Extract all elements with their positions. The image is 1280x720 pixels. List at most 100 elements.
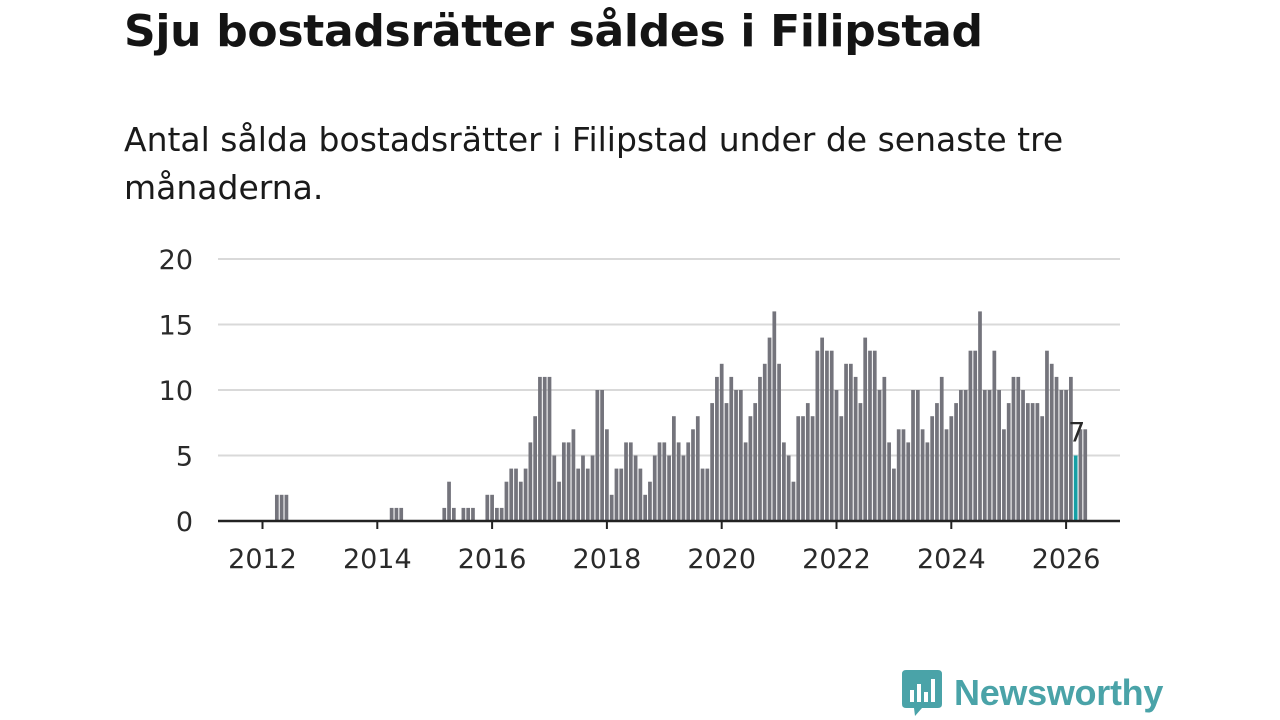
x-tick-label: 2026	[1032, 544, 1101, 575]
bar	[896, 429, 901, 521]
bar	[997, 390, 1001, 521]
chart-title: Sju bostadsrätter såldes i Filipstad	[124, 6, 983, 57]
x-tick-label: 2016	[458, 544, 527, 575]
bar	[691, 429, 695, 521]
bar	[1002, 429, 1006, 521]
bar	[605, 429, 609, 521]
bar	[495, 507, 499, 521]
bar	[509, 468, 514, 521]
bar	[901, 429, 906, 521]
bar	[767, 337, 772, 521]
bar	[1006, 403, 1011, 521]
bar	[1016, 376, 1021, 521]
bar	[710, 403, 714, 521]
y-tick-label: 20	[159, 245, 193, 276]
bar	[662, 442, 667, 521]
bar	[523, 468, 528, 521]
bar	[485, 494, 490, 521]
x-tick-label: 2024	[917, 544, 986, 575]
bar	[939, 376, 944, 521]
bar	[609, 494, 614, 521]
bar	[504, 481, 509, 521]
bar	[1069, 376, 1073, 521]
bar	[992, 350, 997, 521]
bar	[600, 390, 604, 521]
bar	[872, 350, 877, 521]
bar	[561, 442, 566, 521]
y-tick-label: 15	[159, 311, 193, 342]
bar	[624, 442, 628, 521]
bar	[925, 442, 930, 521]
bar	[686, 442, 691, 521]
bar	[911, 390, 915, 521]
bar	[652, 455, 657, 521]
bar	[1045, 350, 1049, 521]
x-tick-label: 2012	[228, 544, 297, 575]
bar	[944, 429, 949, 521]
bar	[614, 468, 619, 521]
bar	[1054, 376, 1059, 521]
bar	[514, 468, 518, 521]
x-tick-label: 2020	[687, 544, 756, 575]
bar	[451, 507, 456, 521]
bar	[825, 350, 829, 521]
bar	[892, 468, 896, 521]
bar	[490, 494, 494, 521]
bar	[447, 481, 451, 521]
bar	[786, 455, 791, 521]
bar	[279, 494, 284, 521]
bar	[915, 390, 920, 521]
bar	[1040, 416, 1045, 521]
bar	[1083, 429, 1088, 521]
y-tick-label: 0	[176, 507, 193, 538]
y-tick-label: 5	[176, 442, 193, 473]
bar	[705, 468, 710, 521]
y-tick-label: 10	[159, 376, 193, 407]
bar	[963, 390, 968, 521]
bar	[471, 507, 475, 521]
bar	[839, 416, 844, 521]
bar	[949, 416, 954, 521]
y-axis-ticks: 0 5 10 15 20	[159, 245, 193, 538]
bar	[791, 481, 796, 521]
highlighted-bar	[1073, 455, 1078, 521]
bar	[1025, 403, 1030, 521]
bar	[676, 442, 681, 521]
newsworthy-logo: Newsworthy	[902, 670, 1163, 716]
bar	[853, 376, 858, 521]
bar	[935, 403, 939, 521]
bar	[533, 416, 538, 521]
bar	[753, 403, 758, 521]
bar	[389, 507, 394, 521]
bar	[284, 494, 289, 521]
highlight-value-label: 7	[1068, 418, 1085, 449]
bar	[695, 416, 700, 521]
bar	[758, 376, 762, 521]
bar	[805, 403, 810, 521]
bar	[538, 376, 542, 521]
bar	[566, 442, 571, 521]
bar	[528, 442, 533, 521]
bar	[547, 376, 552, 521]
newsworthy-logo-text: Newsworthy	[954, 672, 1164, 713]
bar	[657, 442, 662, 521]
bar	[877, 390, 882, 521]
bar	[801, 416, 805, 521]
bar	[466, 507, 471, 521]
x-tick-label: 2018	[573, 544, 642, 575]
bar	[777, 363, 781, 521]
bar	[848, 363, 853, 521]
bar	[762, 363, 767, 521]
bar	[959, 390, 963, 521]
bar	[715, 376, 719, 521]
bar	[1064, 390, 1068, 521]
bar	[557, 481, 561, 521]
bar	[399, 507, 404, 521]
bar	[638, 468, 643, 521]
bar	[700, 468, 705, 521]
bar	[542, 376, 547, 521]
bar	[394, 507, 399, 521]
bar	[643, 494, 648, 521]
bar	[729, 376, 734, 521]
